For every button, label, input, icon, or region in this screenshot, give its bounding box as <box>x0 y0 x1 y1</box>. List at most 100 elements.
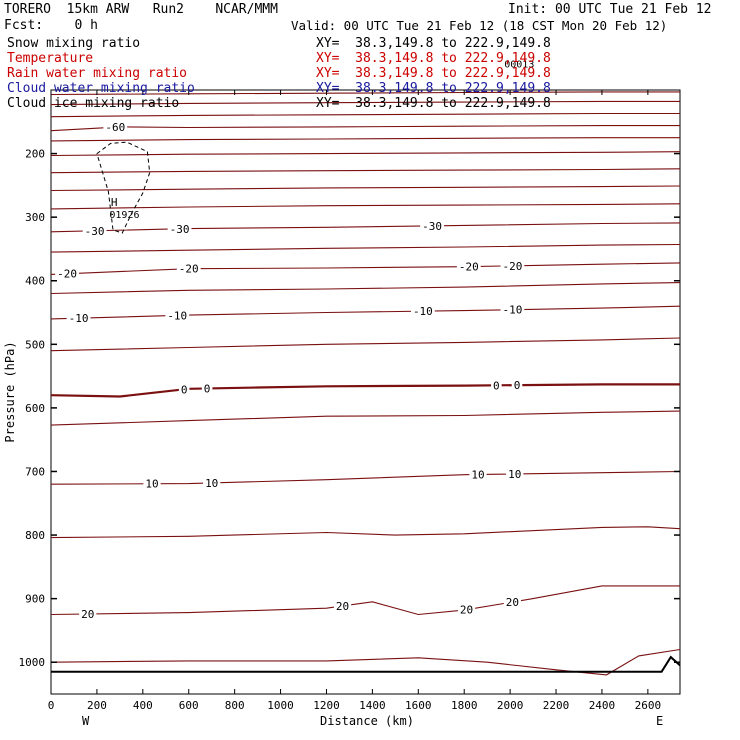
x-tick-label: 0 <box>48 699 55 712</box>
snow-contour-line <box>96 141 151 234</box>
x-tick-label: 600 <box>179 699 199 712</box>
terrain-line <box>51 655 681 673</box>
contour-label-background <box>503 596 522 609</box>
x-tick-label: 1000 <box>267 699 294 712</box>
contour-label-background <box>55 267 79 280</box>
contour-label: 20 <box>81 608 94 621</box>
contour-label-background <box>203 476 221 489</box>
isotherm-line <box>50 112 680 118</box>
isotherm-line <box>50 91 680 96</box>
isotherm-line <box>50 125 680 132</box>
y-tick-label: 400 <box>25 275 45 288</box>
legend-cloud-water-xy: XY= 38.3,149.8 to 222.9,149.8 <box>316 81 551 96</box>
x-tick-label: 2600 <box>635 699 662 712</box>
x-tick-label: 800 <box>225 699 245 712</box>
contour-label: -10 <box>167 309 187 322</box>
forecast-hour: Fcst: 0 h <box>4 18 98 33</box>
x-tick-label: 200 <box>87 699 107 712</box>
contour-label: -10 <box>502 304 522 317</box>
contour-label-background <box>420 219 444 232</box>
contour-label: 10 <box>145 478 158 491</box>
contour-label-background <box>176 262 201 275</box>
isotherm-line <box>50 648 681 676</box>
high-marker: H <box>111 196 118 209</box>
x-tick-label: 2200 <box>543 699 570 712</box>
contour-label-background <box>82 224 107 237</box>
contour-label: 10 <box>471 468 484 481</box>
contour-label-background <box>178 383 190 396</box>
x-tick-label: 2000 <box>497 699 524 712</box>
legend-cloud-ice-label: Cloud ice mixing ratio <box>7 96 180 111</box>
isotherm-line <box>50 168 681 174</box>
contour-label-background <box>103 121 128 134</box>
isotherm-line <box>50 262 681 275</box>
legend-rain-label: Rain water mixing ratio <box>7 66 188 81</box>
contour-label: -30 <box>170 223 190 236</box>
contour-label-background <box>410 305 435 318</box>
contour-label: -30 <box>85 225 105 238</box>
y-axis-label: Pressure (hPa) <box>3 341 17 443</box>
contour-layer: -60 -30 -30 -30 -20 -20 -20 -20 -10 -10 -10 -10 0 0 0 0… <box>50 91 681 676</box>
contour-label: 0 <box>514 379 521 392</box>
contour-label: -20 <box>502 260 522 273</box>
contour-label: 20 <box>460 604 473 617</box>
contour-label: 10 <box>205 477 218 490</box>
x-axis-left-endpoint: W <box>82 714 90 728</box>
contour-label: 0 <box>181 383 188 396</box>
isotherm-line <box>50 243 681 253</box>
legend-cloud-water-label: Cloud water mixing ratio <box>7 81 195 96</box>
isotherm-line <box>50 137 680 142</box>
y-tick-label: 800 <box>25 529 45 542</box>
contour-label-background <box>491 379 502 392</box>
x-tick-label: 1200 <box>313 699 340 712</box>
contour-label: 20 <box>336 600 349 613</box>
contour-label: -60 <box>105 121 125 134</box>
isotherm-line <box>50 282 681 295</box>
isotherm-line <box>50 337 681 352</box>
contour-label: 10 <box>508 468 521 481</box>
x-tick-label: 1600 <box>405 699 432 712</box>
contour-label: -20 <box>57 268 77 281</box>
x-tick-label: 400 <box>133 699 153 712</box>
contour-label-background <box>456 260 481 273</box>
y-tick-label: 500 <box>25 338 45 351</box>
plot-frame <box>50 89 681 695</box>
y-tick-label: 300 <box>25 211 45 224</box>
contour-label: -20 <box>179 263 199 276</box>
axis-ticks: 0 200 400 600 800 1000 1200 1400 1600 1800 2000 220… <box>19 90 680 712</box>
contour-label-background <box>506 467 524 480</box>
isotherm-line <box>50 203 681 210</box>
isotherm-line <box>50 410 681 426</box>
isotherm-line <box>50 470 681 485</box>
contour-label-background <box>500 303 525 316</box>
y-tick-label: 1000 <box>19 656 46 669</box>
legend-snow-label: Snow mixing ratio <box>7 36 141 51</box>
x-tick-label: 2400 <box>589 699 616 712</box>
x-tick-label: 1800 <box>451 699 478 712</box>
contour-label-background <box>457 603 476 616</box>
contour-label: 0 <box>204 382 211 395</box>
y-tick-label: 700 <box>25 465 45 478</box>
isotherm-line <box>50 526 681 539</box>
legend-temperature-label: Temperature <box>7 51 94 66</box>
model-title: TORERO 15km ARW Run2 NCAR/MMM <box>4 2 278 17</box>
contour-label-background <box>500 259 525 272</box>
contour-label-background <box>511 379 523 392</box>
contour-label: -20 <box>459 261 479 274</box>
contour-label-background <box>165 309 190 322</box>
max-value-annotation: 01926 <box>109 210 139 221</box>
isotherm-line <box>50 151 681 157</box>
legend-cloud-ice-xy: XY= 38.3,149.8 to 222.9,149.8 <box>316 96 551 111</box>
y-tick-label: 200 <box>25 148 45 161</box>
y-tick-label: 900 <box>25 593 45 606</box>
contour-label-background <box>167 222 192 235</box>
isotherm-line <box>50 585 680 616</box>
init-time: Init: 00 UTC Tue 21 Feb 12 <box>508 2 712 17</box>
x-axis-label: Distance (km) <box>320 714 414 728</box>
contour-label: 20 <box>506 596 519 609</box>
x-axis-right-endpoint: E <box>656 714 664 728</box>
contour-label: 0 <box>493 379 500 392</box>
contour-label-background <box>79 608 97 621</box>
